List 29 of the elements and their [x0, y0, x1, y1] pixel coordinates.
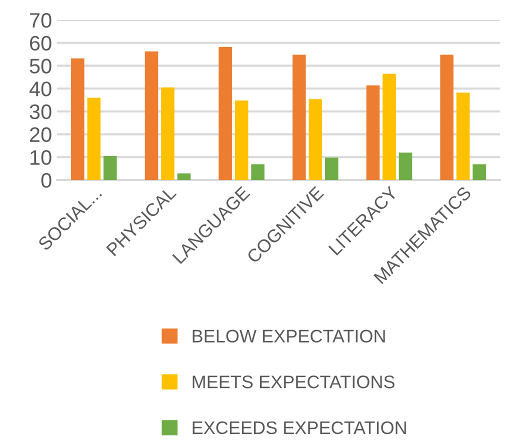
bar — [382, 74, 396, 180]
bar — [456, 92, 470, 180]
y-tick-label: 20 — [30, 127, 52, 142]
y-tick-label: 30 — [30, 104, 52, 120]
bar — [104, 156, 117, 180]
bar — [177, 173, 191, 180]
y-tick-label: 10 — [30, 150, 52, 165]
bar — [440, 54, 454, 180]
bar — [144, 51, 158, 180]
y-tick-label: 50 — [30, 58, 52, 74]
bar — [251, 164, 264, 180]
legend-label: EXCEEDS EXPECTATION — [192, 421, 406, 434]
legend-label: BELOW EXPECTATION — [192, 330, 385, 343]
bar — [398, 152, 412, 180]
y-tick-label: 0 — [41, 173, 52, 188]
bar — [71, 58, 84, 180]
bar — [325, 158, 338, 180]
bar — [234, 100, 248, 180]
bar — [292, 54, 306, 180]
bar — [366, 85, 380, 180]
legend-label: MEETS EXPECTATIONS — [192, 376, 394, 388]
y-tick-label: 60 — [30, 36, 52, 51]
bar — [87, 98, 101, 180]
bar — [472, 164, 486, 180]
y-tick-label: 40 — [29, 82, 52, 96]
bar — [218, 46, 232, 180]
bar — [308, 99, 322, 180]
bar — [161, 87, 174, 180]
y-tick-label: 70 — [30, 13, 52, 28]
